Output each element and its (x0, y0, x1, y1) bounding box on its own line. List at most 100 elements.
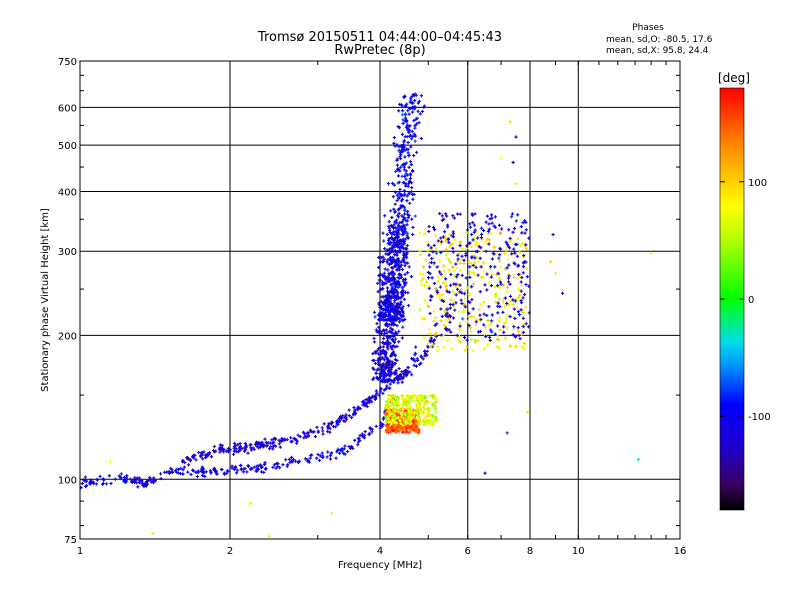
data-point (454, 262, 458, 266)
data-point (408, 419, 412, 423)
data-point (430, 342, 435, 346)
data-point (441, 299, 446, 303)
data-point (193, 453, 197, 457)
data-point (439, 272, 443, 276)
data-point (95, 477, 99, 482)
data-point (397, 424, 401, 428)
data-point (408, 124, 412, 128)
data-point (434, 251, 439, 255)
data-point (225, 471, 229, 475)
data-point (390, 411, 394, 415)
data-point (412, 414, 416, 418)
data-point (394, 169, 398, 174)
data-point (330, 451, 334, 455)
data-point (385, 384, 389, 388)
data-point (351, 446, 355, 451)
data-point (395, 221, 399, 225)
data-point (484, 249, 488, 253)
data-point (465, 345, 469, 349)
data-point (394, 252, 399, 256)
data-point (464, 252, 468, 256)
data-point (417, 99, 421, 103)
data-point (398, 248, 402, 252)
data-point (471, 220, 475, 225)
x-tick-label: 4 (377, 546, 383, 557)
data-point (520, 344, 524, 348)
data-point (521, 261, 526, 265)
data-point (423, 407, 427, 411)
data-point (263, 461, 267, 465)
data-point (289, 455, 294, 459)
data-point (148, 478, 152, 482)
data-point (435, 265, 439, 269)
data-point (389, 209, 393, 213)
data-point (370, 430, 374, 434)
data-point (327, 421, 331, 426)
x-tick-label: 16 (674, 546, 687, 557)
data-point (272, 440, 276, 444)
data-point (443, 277, 448, 281)
data-point (374, 351, 378, 355)
data-point (470, 315, 474, 319)
data-point (458, 212, 462, 216)
phase-stats-heading: Phases (632, 23, 664, 33)
data-point (212, 445, 216, 449)
data-point (489, 275, 494, 279)
data-point (504, 240, 508, 244)
data-point (422, 232, 426, 236)
data-point (148, 475, 152, 480)
data-point (395, 158, 399, 163)
data-point (234, 447, 238, 451)
data-point (385, 322, 389, 326)
data-point (475, 236, 480, 240)
data-point (487, 304, 491, 309)
data-point (470, 285, 474, 289)
data-point (134, 478, 138, 482)
data-point (317, 458, 321, 463)
data-point (449, 261, 453, 265)
data-point (181, 468, 185, 472)
data-point (399, 307, 404, 311)
data-point (371, 351, 375, 356)
data-point (434, 316, 438, 320)
data-point (429, 260, 434, 265)
data-point (397, 195, 401, 199)
data-point (459, 298, 463, 302)
data-point (402, 168, 406, 172)
data-point (507, 280, 511, 284)
data-point (380, 287, 384, 291)
data-point (344, 413, 348, 417)
data-point (200, 465, 204, 469)
phase-stats-o: mean, sd,O: -80.5, 17.6 (606, 35, 713, 45)
data-point (518, 293, 522, 298)
data-point (417, 431, 421, 435)
data-point (448, 320, 452, 324)
data-point (381, 231, 385, 235)
data-point (401, 313, 405, 318)
data-point (303, 457, 308, 461)
data-point (505, 266, 509, 270)
data-point (549, 260, 553, 264)
data-point (393, 420, 397, 424)
data-point (521, 324, 525, 328)
data-point (375, 375, 379, 380)
data-point (479, 303, 483, 307)
data-point (390, 232, 394, 236)
data-point (315, 425, 319, 429)
data-point (379, 313, 383, 318)
data-point (402, 225, 406, 229)
data-point (377, 393, 381, 397)
data-point (296, 460, 301, 465)
data-point (376, 290, 380, 294)
data-point (119, 472, 123, 476)
data-point (402, 277, 406, 282)
data-point (457, 335, 462, 339)
data-point (488, 335, 492, 340)
data-point (467, 323, 471, 328)
data-point (364, 402, 369, 406)
data-point (226, 446, 231, 451)
y-tick-label: 75 (64, 535, 77, 546)
data-point (392, 319, 396, 323)
data-point (489, 328, 493, 332)
